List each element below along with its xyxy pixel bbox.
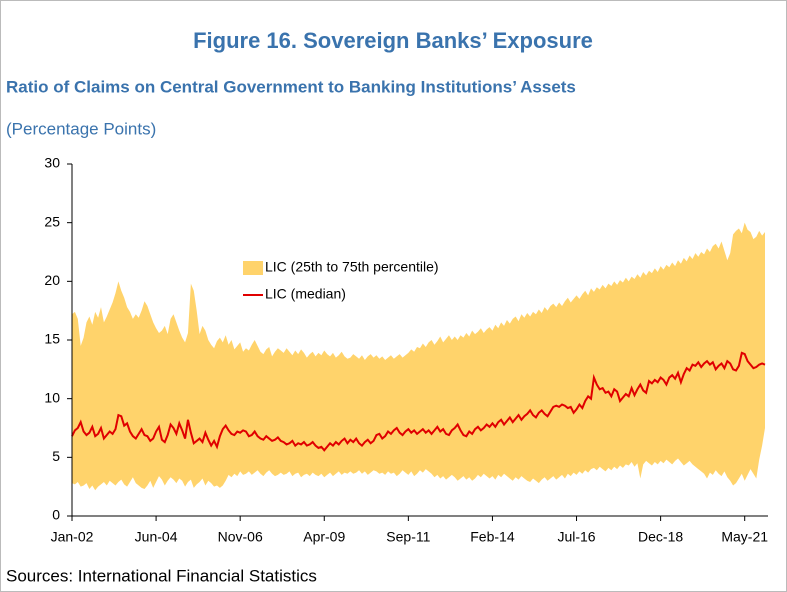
legend-swatch — [243, 261, 263, 275]
band-area — [72, 222, 765, 491]
x-tick-label: Feb-14 — [470, 529, 515, 545]
units: (Percentage Points) — [6, 119, 156, 138]
legend-label: LIC (median) — [265, 286, 346, 302]
x-tick-label: Jun-04 — [135, 529, 178, 545]
y-tick-label: 15 — [44, 331, 60, 347]
x-tick-label: Jan-02 — [51, 529, 94, 545]
chart-title: Figure 16. Sovereign Banks’ Exposure — [193, 28, 593, 53]
x-tick-label: May-21 — [721, 529, 768, 545]
median-line — [71, 351, 766, 452]
source: Sources: International Financial Statist… — [6, 566, 317, 585]
x-tick-label: Jul-16 — [557, 529, 595, 545]
y-tick-label: 0 — [52, 507, 60, 523]
y-tick-label: 20 — [44, 272, 60, 288]
y-tick-label: 30 — [44, 155, 60, 171]
x-tick-label: Dec-18 — [638, 529, 683, 545]
legend-label: LIC (25th to 75th percentile) — [265, 259, 439, 275]
y-tick-label: 25 — [44, 213, 60, 229]
chart-subtitle: Ratio of Claims on Central Government to… — [6, 77, 576, 96]
x-tick-label: Sep-11 — [386, 529, 430, 545]
y-tick-label: 10 — [44, 389, 60, 405]
x-tick-label: Nov-06 — [218, 529, 263, 545]
x-tick-label: Apr-09 — [303, 529, 345, 545]
y-tick-label: 5 — [52, 448, 60, 464]
